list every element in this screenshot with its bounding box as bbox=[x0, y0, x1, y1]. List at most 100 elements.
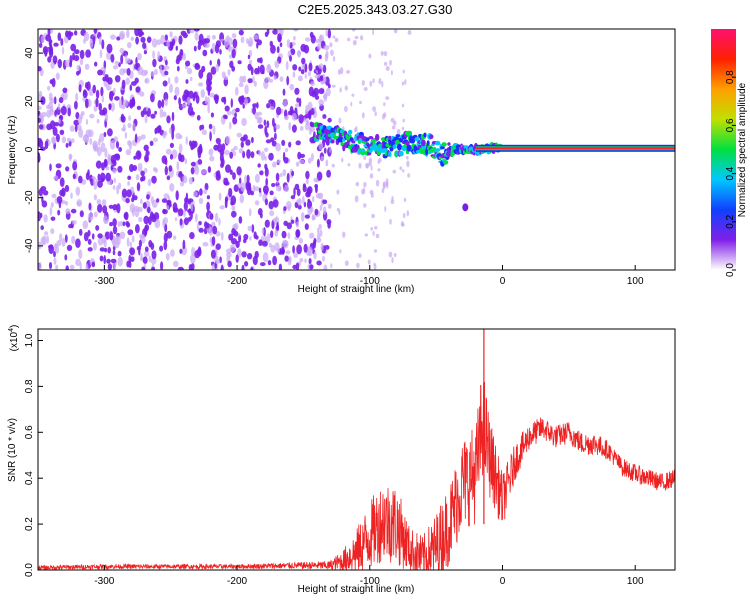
noise-speck bbox=[117, 221, 121, 227]
noise-speck bbox=[175, 45, 178, 51]
noise-speck bbox=[297, 49, 301, 58]
sparse-noise-speck bbox=[344, 85, 348, 91]
noise-speck bbox=[113, 136, 118, 143]
noise-speck bbox=[91, 261, 96, 268]
noise-speck bbox=[134, 209, 140, 218]
noise-speck bbox=[265, 132, 269, 138]
noise-speck bbox=[204, 96, 208, 105]
sparse-noise-speck bbox=[391, 257, 394, 264]
noise-speck bbox=[143, 215, 149, 225]
noise-speck bbox=[295, 262, 300, 270]
noise-speck bbox=[72, 173, 76, 180]
noise-speck bbox=[194, 62, 200, 69]
noise-speck bbox=[243, 233, 249, 241]
noise-speck bbox=[215, 231, 221, 237]
noise-speck bbox=[285, 147, 289, 153]
noise-speck bbox=[292, 245, 295, 254]
noise-speck bbox=[126, 260, 130, 268]
noise-speck bbox=[231, 33, 237, 39]
noise-speck bbox=[312, 240, 316, 249]
snr-multiplier-exp: 4 bbox=[8, 328, 15, 332]
noise-speck bbox=[89, 137, 93, 145]
noise-speck bbox=[205, 222, 210, 229]
noise-speck bbox=[95, 89, 100, 99]
noise-speck bbox=[266, 120, 270, 128]
y-tick-label: 20 bbox=[24, 95, 35, 107]
noise-speck bbox=[257, 208, 263, 216]
noise-speck bbox=[206, 96, 210, 107]
noise-speck bbox=[126, 189, 132, 198]
noise-speck bbox=[299, 126, 304, 131]
snr-marks bbox=[38, 329, 675, 570]
noise-speck bbox=[296, 244, 302, 255]
noise-speck bbox=[314, 74, 321, 79]
noise-speck bbox=[64, 234, 68, 243]
sparse-noise-speck bbox=[367, 259, 371, 265]
noise-speck bbox=[185, 60, 191, 67]
noise-speck bbox=[286, 39, 291, 48]
noise-speck bbox=[108, 103, 112, 111]
noise-speck bbox=[260, 262, 266, 267]
noise-speck bbox=[75, 112, 80, 120]
noise-speck bbox=[241, 118, 247, 126]
noise-speck bbox=[70, 43, 77, 52]
noise-speck bbox=[103, 255, 106, 265]
noise-speck bbox=[180, 30, 187, 36]
noise-speck bbox=[145, 150, 150, 157]
noise-speck bbox=[268, 78, 274, 83]
signal-blob bbox=[397, 143, 402, 150]
noise-speck bbox=[65, 166, 70, 172]
noise-speck bbox=[232, 151, 237, 157]
noise-speck bbox=[113, 266, 116, 270]
noise-speck bbox=[132, 123, 136, 132]
noise-speck bbox=[270, 44, 276, 54]
noise-speck bbox=[168, 165, 173, 172]
noise-speck bbox=[188, 177, 194, 185]
noise-speck bbox=[271, 183, 276, 187]
noise-speck bbox=[285, 60, 289, 71]
noise-speck bbox=[128, 140, 133, 150]
sparse-noise-speck bbox=[372, 78, 375, 84]
noise-speck bbox=[120, 54, 124, 65]
noise-speck bbox=[93, 194, 97, 201]
signal-blob bbox=[443, 160, 449, 165]
sparse-noise-speck bbox=[339, 87, 342, 93]
y-tick-label: -40 bbox=[24, 238, 35, 253]
sparse-noise-speck bbox=[332, 35, 336, 39]
noise-speck bbox=[289, 55, 292, 62]
noise-speck bbox=[156, 39, 162, 46]
noise-speck bbox=[269, 210, 275, 217]
noise-speck bbox=[107, 128, 113, 137]
noise-speck bbox=[153, 137, 158, 142]
sparse-noise-speck bbox=[391, 125, 396, 130]
noise-speck bbox=[110, 34, 116, 40]
noise-speck bbox=[296, 188, 301, 197]
noise-speck bbox=[276, 248, 280, 253]
noise-speck bbox=[306, 187, 312, 197]
noise-speck bbox=[190, 161, 197, 167]
noise-speck bbox=[146, 194, 150, 200]
noise-speck bbox=[308, 86, 314, 97]
noise-speck bbox=[185, 136, 188, 145]
noise-speck bbox=[116, 203, 121, 214]
noise-speck bbox=[112, 65, 119, 70]
sparse-noise-speck bbox=[338, 209, 341, 216]
noise-speck bbox=[125, 149, 132, 156]
noise-speck bbox=[112, 87, 116, 94]
noise-speck bbox=[165, 148, 172, 155]
noise-speck bbox=[76, 70, 80, 76]
noise-speck bbox=[97, 180, 103, 188]
noise-speck bbox=[166, 175, 171, 181]
noise-speck bbox=[204, 43, 210, 48]
noise-speck bbox=[223, 181, 230, 186]
signal-blob bbox=[435, 148, 441, 152]
noise-speck bbox=[40, 96, 46, 105]
noise-speck bbox=[238, 29, 244, 36]
noise-speck bbox=[237, 60, 242, 65]
noise-speck bbox=[104, 231, 111, 240]
noise-speck bbox=[265, 177, 269, 186]
colorbar-tick-label: 0.4 bbox=[725, 166, 736, 180]
noise-speck bbox=[40, 35, 45, 44]
noise-speck bbox=[211, 34, 216, 40]
noise-speck bbox=[235, 107, 240, 113]
